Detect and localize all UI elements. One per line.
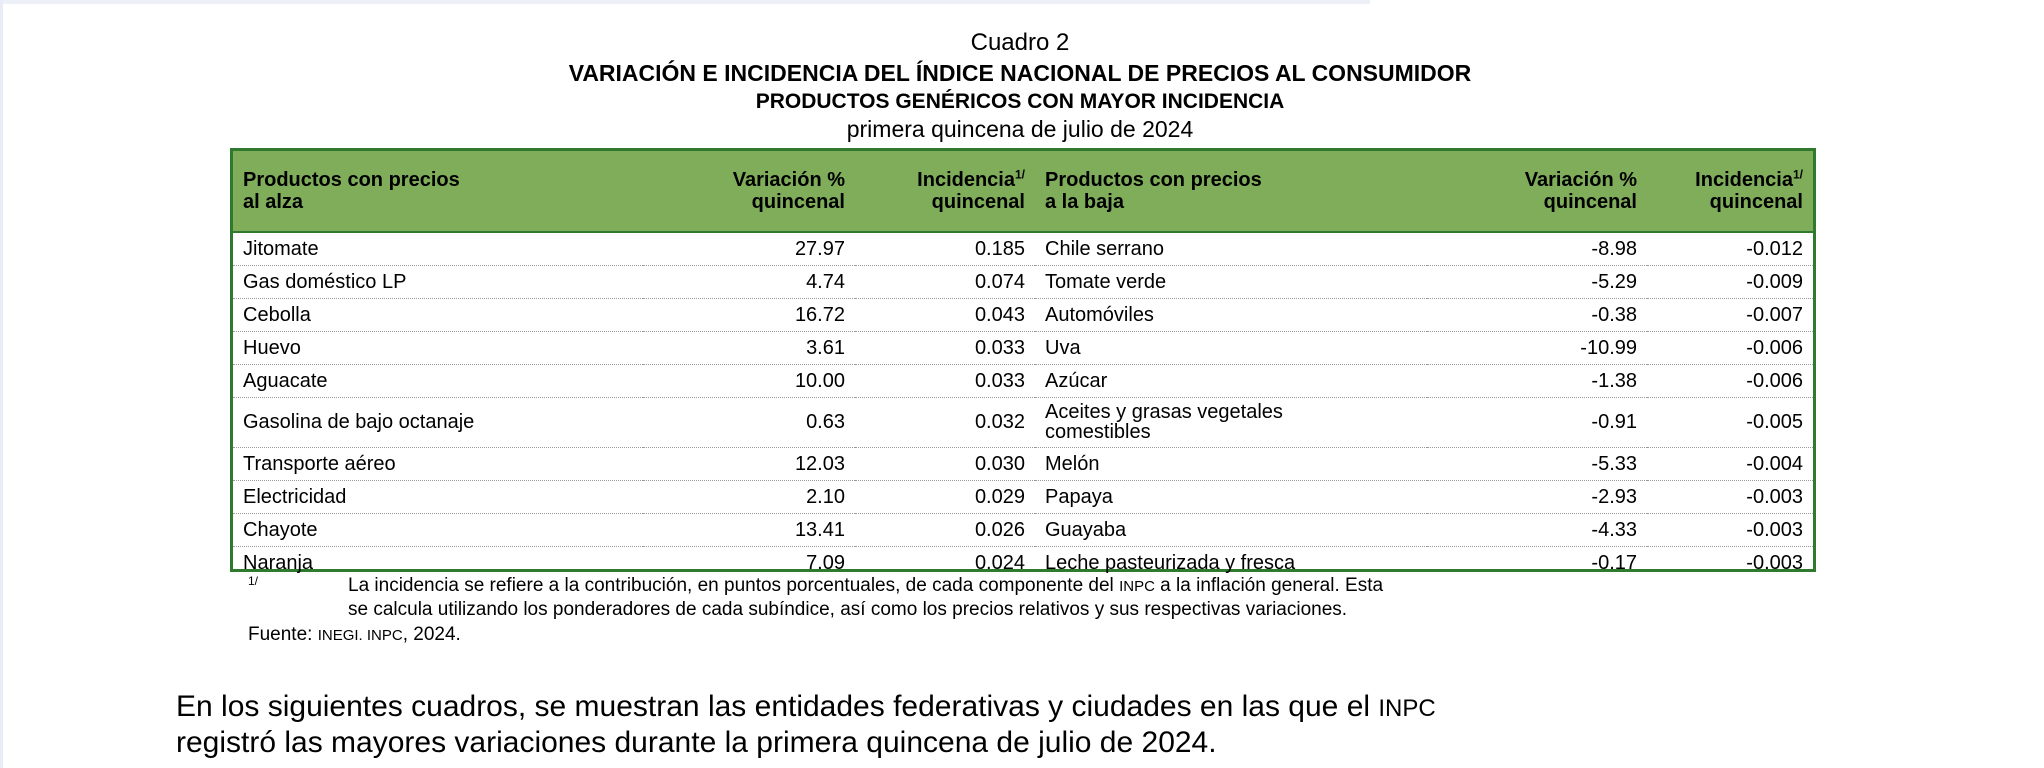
cell-up-incidence: 0.074 [855, 265, 1035, 299]
cell-down-product: Uva [1035, 331, 1427, 365]
cell-up-incidence: 0.185 [855, 232, 1035, 266]
table-row: Electricidad 2.10 0.029 Papaya -2.93 -0.… [233, 480, 1813, 514]
cell-up-product: Aguacate [233, 364, 643, 398]
header-up-product: Productos con precios al alza [233, 151, 643, 233]
table-row: Transporte aéreo 12.03 0.030 Melón -5.33… [233, 447, 1813, 481]
table-row: Gas doméstico LP 4.74 0.074 Tomate verde… [233, 265, 1813, 299]
table-source: Fuente: INEGI. INPC, 2024. [248, 624, 461, 645]
cell-up-product: Electricidad [233, 480, 643, 514]
cell-down-product: Chile serrano [1035, 232, 1427, 266]
cell-up-variation: 13.41 [643, 513, 855, 547]
cell-down-variation: -5.29 [1427, 265, 1647, 299]
cell-up-incidence: 0.024 [974, 551, 1025, 574]
cell-up-variation: 12.03 [643, 447, 855, 481]
table-row: Gasolina de bajo octanaje 0.63 0.032 Ace… [233, 397, 1813, 448]
cell-down-product: Melón [1035, 447, 1427, 481]
header-down-variation: Variación % quincenal [1427, 151, 1647, 233]
body-paragraph: En los siguientes cuadros, se muestran l… [176, 690, 1436, 759]
cell-down-variation: -1.38 [1427, 364, 1647, 398]
cell-down-incidence: -0.006 [1647, 331, 1813, 365]
cell-up-variation: 16.72 [643, 298, 855, 332]
cell-up-incidence: 0.043 [855, 298, 1035, 332]
cell-down-incidence: -0.003 [1647, 480, 1813, 514]
cell-up-variation: 3.61 [643, 331, 855, 365]
header-down-incidence: Incidencia1/ quincenal [1647, 151, 1813, 233]
cell-down-product: Tomate verde [1035, 265, 1427, 299]
cell-up-variation: 0.63 [643, 397, 855, 448]
cell-up-incidence: 0.033 [855, 364, 1035, 398]
cell-down-incidence: -0.004 [1647, 447, 1813, 481]
price-table: Productos con precios al alza Variación … [233, 151, 1813, 579]
cell-up-product: Gasolina de bajo octanaje [233, 397, 643, 448]
cell-down-variation: -0.38 [1427, 298, 1647, 332]
table-row: Aguacate 10.00 0.033 Azúcar -1.38 -0.006 [233, 364, 1813, 398]
cell-up-incidence: 0.030 [855, 447, 1035, 481]
cell-down-incidence: -0.005 [1647, 397, 1813, 448]
cell-up-product: Huevo [233, 331, 643, 365]
cell-up-variation: 2.10 [643, 480, 855, 514]
table-row: Cebolla 16.72 0.043 Automóviles -0.38 -0… [233, 298, 1813, 332]
table-footnote: 1/ La incidencia se refiere a la contrib… [248, 574, 1828, 621]
cell-up-incidence: 0.032 [855, 397, 1035, 448]
cell-up-variation: 7.09 [806, 551, 845, 574]
table-title-block: Cuadro 2 VARIACIÓN E INCIDENCIA DEL ÍNDI… [360, 28, 1680, 142]
header-down-product: Productos con precios a la baja [1035, 151, 1427, 233]
table-row: Chayote 13.41 0.026 Guayaba -4.33 -0.003 [233, 513, 1813, 547]
cell-up-product: Transporte aéreo [233, 447, 643, 481]
table-row: Huevo 3.61 0.033 Uva -10.99 -0.006 [233, 331, 1813, 365]
cell-down-variation: -2.93 [1427, 480, 1647, 514]
cell-down-product: Guayaba [1035, 513, 1427, 547]
cell-down-product: Aceites y grasas vegetales comestibles [1035, 397, 1427, 448]
cell-down-variation: -5.33 [1427, 447, 1647, 481]
page-top-edge [0, 0, 1370, 4]
table-row: Jitomate 27.97 0.185 Chile serrano -8.98… [233, 232, 1813, 266]
price-table-frame: Productos con precios al alza Variación … [230, 148, 1816, 573]
cell-down-variation: -10.99 [1427, 331, 1647, 365]
table-number: Cuadro 2 [970, 29, 1070, 56]
cell-up-incidence: 0.026 [855, 513, 1035, 547]
table-period: primera quincena de julio de 2024 [846, 116, 1194, 142]
cell-up-variation: 10.00 [643, 364, 855, 398]
cell-down-product: Automóviles [1035, 298, 1427, 332]
cell-down-incidence: -0.009 [1647, 265, 1813, 299]
cell-up-product: Chayote [233, 513, 643, 547]
cell-up-incidence: 0.029 [855, 480, 1035, 514]
cell-up-incidence: 0.033 [855, 331, 1035, 365]
cell-down-product: Leche pasteurizada y fresca [1045, 551, 1296, 574]
cell-down-incidence: -0.007 [1647, 298, 1813, 332]
cell-down-incidence: -0.006 [1647, 364, 1813, 398]
table-main-title: VARIACIÓN E INCIDENCIA DEL ÍNDICE NACION… [568, 60, 1472, 86]
cell-down-variation: -0.91 [1427, 397, 1647, 448]
page-left-edge [0, 0, 3, 768]
cell-up-product: Gas doméstico LP [233, 265, 643, 299]
cell-up-product: Naranja [243, 551, 314, 574]
cell-down-incidence: -0.003 [1647, 513, 1813, 547]
cell-down-variation: -8.98 [1427, 232, 1647, 266]
cell-down-variation: -0.17 [1591, 551, 1637, 574]
table-subtitle: PRODUCTOS GENÉRICOS CON MAYOR INCIDENCIA [755, 90, 1285, 113]
footnote-mark: 1/ [248, 574, 259, 588]
cell-up-variation: 27.97 [643, 232, 855, 266]
header-up-variation: Variación % quincenal [643, 151, 855, 233]
cell-up-product: Cebolla [233, 298, 643, 332]
cell-down-product: Papaya [1035, 480, 1427, 514]
header-up-incidence: Incidencia1/ quincenal [855, 151, 1035, 233]
cell-up-variation: 4.74 [643, 265, 855, 299]
cell-down-incidence: -0.003 [1746, 551, 1803, 574]
table-header-row: Productos con precios al alza Variación … [233, 151, 1813, 233]
cell-down-product: Azúcar [1035, 364, 1427, 398]
table-row: Naranja 7.09 0.024 Leche pasteurizada y … [233, 546, 1813, 579]
cell-down-incidence: -0.012 [1647, 232, 1813, 266]
cell-up-product: Jitomate [233, 232, 643, 266]
cell-down-variation: -4.33 [1427, 513, 1647, 547]
